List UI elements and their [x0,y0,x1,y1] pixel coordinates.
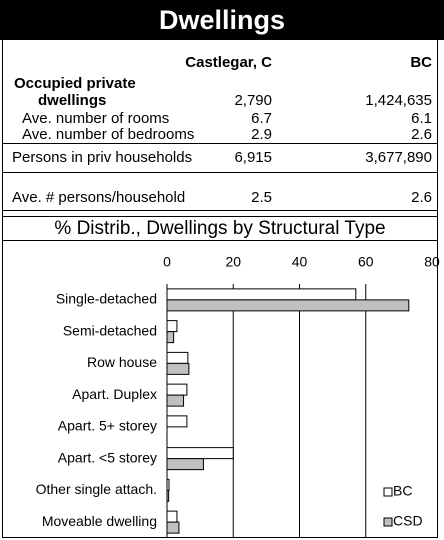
category-label: Semi-detached [63,322,157,338]
row-label: Ave. number of bedrooms [22,126,195,143]
category-label: Apart. 5+ storey [58,418,157,434]
bar [166,394,185,407]
bar [166,383,188,396]
bar [166,458,204,471]
separator [2,172,438,173]
title: Dwellings [0,0,444,40]
cell-value: 1,424,635 [365,92,432,109]
bar [166,489,170,502]
category-label: Other single attach. [36,481,157,497]
cell-value: 2.9 [251,126,272,143]
legend-label: CSD [393,513,423,529]
cell-value: 3,677,890 [365,149,432,166]
bar [166,521,180,534]
separator [2,210,438,211]
bar [166,331,175,344]
category-label: Row house [87,354,157,370]
bar [166,299,410,312]
category-label: Apart. <5 storey [58,449,157,465]
cell-value: 2.6 [411,126,432,143]
bar [166,415,188,428]
bar [166,288,357,301]
bar [166,447,234,460]
x-tick-label: 20 [225,254,241,270]
cell-value: 6,915 [234,149,272,166]
x-tick-label: 40 [292,254,308,270]
legend-label: BC [393,483,412,499]
frame [2,0,438,538]
cell-value: 6.1 [411,110,432,127]
x-tick-label: 0 [163,254,171,270]
row-label: Ave. number of rooms [22,110,170,127]
row-label: Occupied private dwellings [14,75,136,109]
legend-swatch [383,487,393,497]
chart-title: % Distrib., Dwellings by Structural Type [2,216,438,241]
cell-value: 2.6 [411,189,432,206]
category-label: Apart. Duplex [72,386,157,402]
category-label: Moveable dwelling [42,513,157,529]
column-header: Castlegar, C [185,54,272,71]
cell-value: 6.7 [251,110,272,127]
x-tick-label: 60 [358,254,374,270]
bar [166,320,178,333]
bar [166,362,190,375]
cell-value: 2.5 [251,189,272,206]
column-header: BC [410,54,432,71]
separator [2,143,438,144]
x-tick-label: 80 [424,254,440,270]
category-label: Single-detached [56,291,157,307]
row-label: Persons in priv households [12,149,193,166]
bar [166,510,178,523]
cell-value: 2,790 [234,92,272,109]
legend-swatch [383,517,393,527]
row-label: Ave. # persons/household [12,189,186,206]
bar [166,478,170,491]
bar [166,351,189,364]
